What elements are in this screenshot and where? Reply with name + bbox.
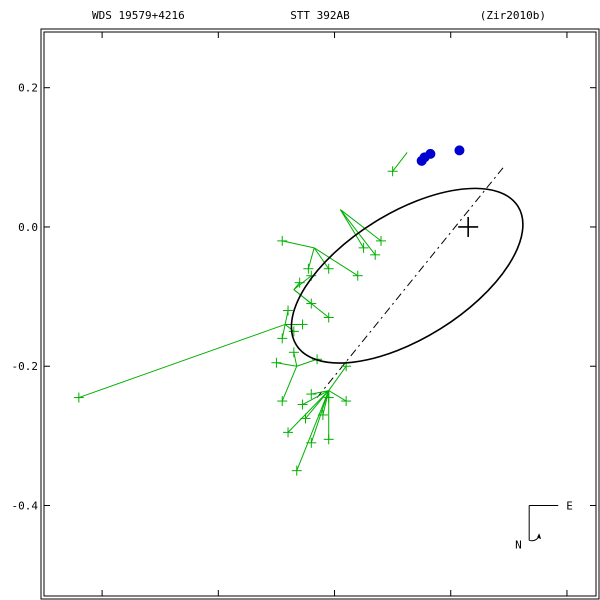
blue-marker xyxy=(454,145,464,155)
orbit-plot: WDS 19579+4216STT 392AB(Zir2010b)-0.6-0.… xyxy=(0,0,600,600)
svg-text:-0.2: -0.2 xyxy=(12,360,39,373)
svg-text:0.2: 0.2 xyxy=(18,82,38,95)
compass-e-label: E xyxy=(566,499,573,512)
title-right: (Zir2010b) xyxy=(480,9,546,22)
title-left: WDS 19579+4216 xyxy=(92,9,185,22)
title-center: STT 392AB xyxy=(290,9,350,22)
blue-marker xyxy=(417,156,427,166)
svg-text:-0.4: -0.4 xyxy=(12,499,39,512)
compass-n-label: N xyxy=(515,538,522,551)
svg-text:0.0: 0.0 xyxy=(18,221,38,234)
